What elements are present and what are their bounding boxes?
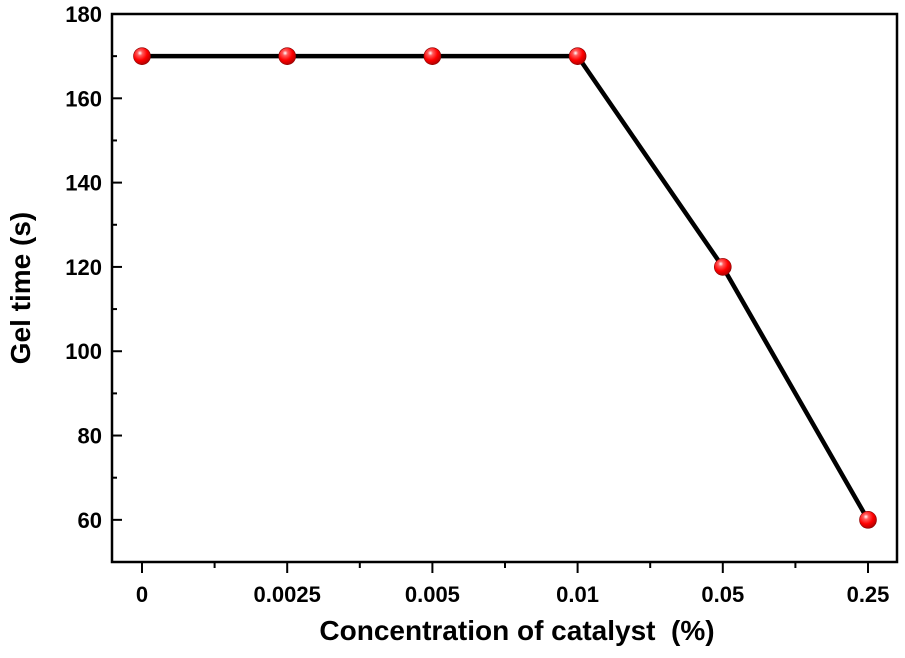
x-axis-title: Concentration of catalyst (%) [319,615,714,646]
x-tick-label: 0.01 [556,582,599,607]
x-tick-label: 0.0025 [254,582,321,607]
y-tick-label: 80 [78,424,102,449]
series-layer [133,47,877,529]
y-axis-title: Gel time (s) [5,212,36,364]
data-point [278,47,297,65]
data-point [568,47,587,65]
series-line [142,53,870,521]
x-tick-label: 0.005 [405,582,460,607]
y-tick-label: 60 [78,508,102,533]
x-tick-label: 0.05 [701,582,744,607]
x-tick-label: 0 [136,582,148,607]
y-tick-label: 160 [65,86,102,111]
data-point [423,47,442,65]
y-tick-label: 140 [65,171,102,196]
data-point [133,47,151,65]
y-tick-label: 120 [65,255,102,280]
y-axis: 60 80 100 120 140 160 180 [65,2,122,533]
y-tick-label: 180 [65,2,102,27]
y-tick-label: 100 [65,339,102,364]
data-point [713,258,732,276]
x-tick-label: 0.25 [847,582,890,607]
plot-frame [110,12,899,564]
x-axis: 0 0.0025 0.005 0.01 0.05 0.25 [136,562,890,607]
data-point [859,511,877,529]
